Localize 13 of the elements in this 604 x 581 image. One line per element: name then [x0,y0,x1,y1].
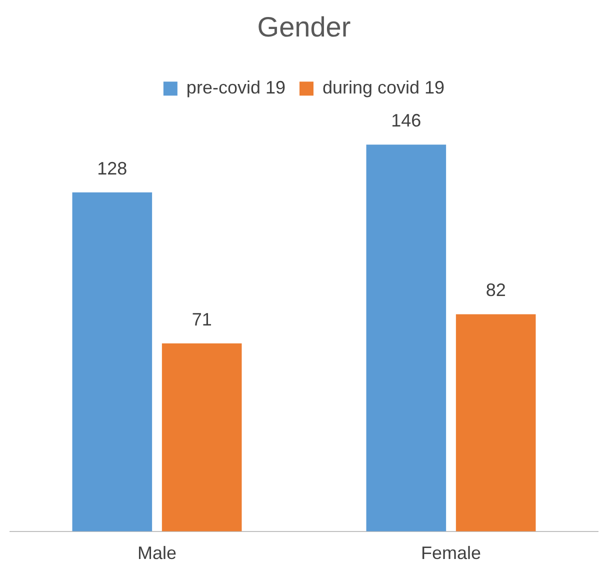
data-label: 71 [192,309,212,330]
bar [366,144,446,532]
x-tick-label: Male [137,543,177,564]
bar [72,192,152,532]
data-label: 82 [486,280,506,300]
bar [456,314,536,532]
data-label: 146 [391,110,422,131]
legend-label: pre-covid 19 [186,78,286,98]
data-label: 128 [97,158,128,178]
bar [162,343,242,532]
chart-title: Gender [257,12,351,43]
legend-label: during covid 19 [322,78,445,98]
x-tick-label: Female [420,543,482,564]
